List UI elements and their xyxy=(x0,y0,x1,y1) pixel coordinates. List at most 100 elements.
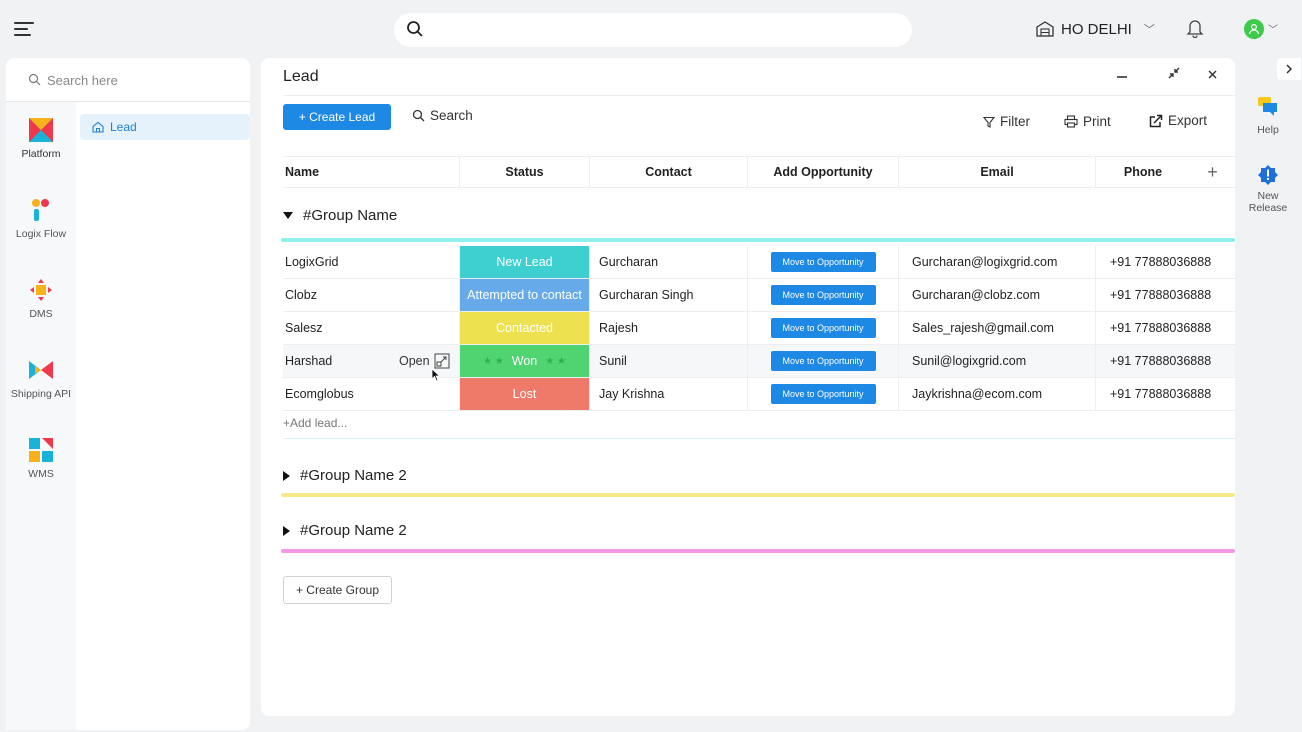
cell-email[interactable]: Gurcharan@clobz.com xyxy=(899,279,1096,311)
column-header-phone[interactable]: Phone xyxy=(1123,165,1163,179)
column-header-status[interactable]: Status xyxy=(460,157,590,187)
column-header-add-opportunity[interactable]: Add Opportunity xyxy=(748,157,899,187)
menu-icon[interactable] xyxy=(14,22,34,38)
new-release-badge-icon xyxy=(1258,165,1278,185)
group-color-bar xyxy=(281,493,1235,497)
move-to-opportunity-button[interactable]: Move to Opportunity xyxy=(770,285,876,305)
cell-email[interactable]: Jaykrishna@ecom.com xyxy=(899,378,1096,410)
filter-button[interactable]: Filter xyxy=(983,114,1030,129)
cell-phone[interactable]: +91 77888036888 xyxy=(1110,354,1212,368)
cell-email[interactable]: Sales_rajesh@gmail.com xyxy=(899,312,1096,344)
cell-add-opportunity: Move to Opportunity xyxy=(748,279,899,311)
cell-email[interactable]: Gurcharan@logixgrid.com xyxy=(899,246,1096,278)
sidebar: Search here Platform Logix Flow DMS Ship… xyxy=(6,58,250,730)
create-lead-button[interactable]: + Create Lead xyxy=(283,104,391,130)
collapse-arrows-icon[interactable] xyxy=(1167,66,1181,84)
cell-add-opportunity: Move to Opportunity xyxy=(748,378,899,410)
avatar-chevron-down-icon[interactable]: ﹀ xyxy=(1268,25,1278,36)
user-avatar[interactable] xyxy=(1244,19,1264,39)
table-row[interactable]: Harshad Open ★ ★ Won ★ ★ Sunil Move to Opportu… xyxy=(283,345,1235,378)
group-name: #Group Name xyxy=(303,207,398,224)
status-label: Contacted xyxy=(496,321,553,335)
sidebar-item-lead[interactable]: Lead xyxy=(80,114,250,140)
add-column-button[interactable]: + xyxy=(1207,161,1218,182)
warehouse-icon xyxy=(1036,21,1054,37)
app-label: DMS xyxy=(29,308,53,320)
column-header-contact[interactable]: Contact xyxy=(590,157,748,187)
search-icon xyxy=(412,109,425,122)
table-row[interactable]: Clobz Attempted to contact Gurcharan Singh… xyxy=(283,279,1235,312)
search-icon xyxy=(407,21,423,37)
branch-selector[interactable]: HO DELHI ﹀ xyxy=(1035,20,1155,38)
cell-phone[interactable]: +91 77888036888 xyxy=(1110,321,1212,335)
export-button[interactable]: Export xyxy=(1149,113,1207,128)
app-dms[interactable]: DMS xyxy=(6,278,76,320)
cell-contact[interactable]: Gurcharan xyxy=(590,246,748,278)
status-badge[interactable]: Lost xyxy=(460,378,590,410)
cell-email[interactable]: Sunil@logixgrid.com xyxy=(899,345,1096,377)
table-header: Name Status Contact Add Opportunity Emai… xyxy=(283,156,1235,188)
notification-bell-icon[interactable] xyxy=(1186,18,1204,41)
mouse-cursor-icon xyxy=(431,368,441,382)
branch-name: HO DELHI xyxy=(1061,20,1132,38)
app-switcher: Platform Logix Flow DMS Shipping API WMS xyxy=(6,102,76,730)
app-platform[interactable]: Platform xyxy=(6,118,76,160)
print-button[interactable]: Print xyxy=(1064,114,1111,129)
move-to-opportunity-button[interactable]: Move to Opportunity xyxy=(770,351,876,371)
lead-name: Clobz xyxy=(285,288,317,302)
close-icon[interactable] xyxy=(1207,66,1219,84)
open-lead-link[interactable]: Open xyxy=(399,353,450,369)
table-row[interactable]: LogixGrid New Lead Gurcharan Move to Opport… xyxy=(283,246,1235,279)
cell-contact[interactable]: Gurcharan Singh xyxy=(590,279,748,311)
filter-label: Filter xyxy=(1000,114,1030,129)
table-row[interactable]: Ecomglobus Lost Jay Krishna Move to Opportu… xyxy=(283,378,1235,411)
global-search-input[interactable] xyxy=(394,13,912,47)
new-release-button[interactable]: New Release xyxy=(1240,165,1296,214)
add-lead-link[interactable]: +Add lead... xyxy=(283,416,348,430)
confetti-star-icon: ★ ★ xyxy=(483,355,504,367)
page-title: Lead xyxy=(283,68,319,85)
cell-phone[interactable]: +91 77888036888 xyxy=(1110,288,1212,302)
create-group-button[interactable]: + Create Group xyxy=(283,576,392,604)
minimize-icon[interactable] xyxy=(1116,66,1128,84)
status-badge[interactable]: New Lead xyxy=(460,246,590,278)
search-button[interactable]: Search xyxy=(412,108,473,123)
status-badge[interactable]: ★ ★ Won ★ ★ xyxy=(460,345,590,377)
sidebar-search-input[interactable]: Search here xyxy=(6,58,250,102)
move-to-opportunity-button[interactable]: Move to Opportunity xyxy=(770,252,876,272)
cell-name[interactable]: Ecomglobus xyxy=(283,378,460,410)
lead-name: Salesz xyxy=(285,321,323,335)
status-badge[interactable]: Contacted xyxy=(460,312,590,344)
search-icon xyxy=(28,73,41,86)
chevron-right-icon[interactable] xyxy=(1277,58,1301,80)
app-shipping-api[interactable]: Shipping API xyxy=(6,358,76,400)
cell-name[interactable]: Salesz xyxy=(283,312,460,344)
cell-name[interactable]: Clobz xyxy=(283,279,460,311)
group-toggle-3[interactable]: #Group Name 2 xyxy=(283,522,407,539)
cell-phone[interactable]: +91 77888036888 xyxy=(1110,387,1212,401)
divider xyxy=(283,438,1235,439)
status-badge[interactable]: Attempted to contact xyxy=(460,279,590,311)
cell-contact[interactable]: Rajesh xyxy=(590,312,748,344)
group-color-bar xyxy=(281,549,1235,553)
group-toggle-1[interactable]: #Group Name xyxy=(283,207,397,224)
cell-contact[interactable]: Sunil xyxy=(590,345,748,377)
move-to-opportunity-button[interactable]: Move to Opportunity xyxy=(770,318,876,338)
app-logix-flow[interactable]: Logix Flow xyxy=(6,198,76,240)
wms-icon xyxy=(29,438,53,462)
cell-phone[interactable]: +91 77888036888 xyxy=(1110,255,1212,269)
app-wms[interactable]: WMS xyxy=(6,438,76,480)
caret-right-icon xyxy=(283,525,290,536)
column-header-email[interactable]: Email xyxy=(899,157,1096,187)
move-to-opportunity-button[interactable]: Move to Opportunity xyxy=(770,384,876,404)
cell-contact[interactable]: Jay Krishna xyxy=(590,378,748,410)
table-row[interactable]: Salesz Contacted Rajesh Move to Opportunity… xyxy=(283,312,1235,345)
lead-name: LogixGrid xyxy=(285,255,339,269)
column-header-name[interactable]: Name xyxy=(283,157,460,187)
help-button[interactable]: Help xyxy=(1240,96,1296,136)
cell-name[interactable]: Harshad Open xyxy=(283,345,460,377)
group-toggle-2[interactable]: #Group Name 2 xyxy=(283,467,407,484)
expand-icon xyxy=(434,353,450,369)
cell-name[interactable]: LogixGrid xyxy=(283,246,460,278)
lead-name: Ecomglobus xyxy=(285,387,354,401)
